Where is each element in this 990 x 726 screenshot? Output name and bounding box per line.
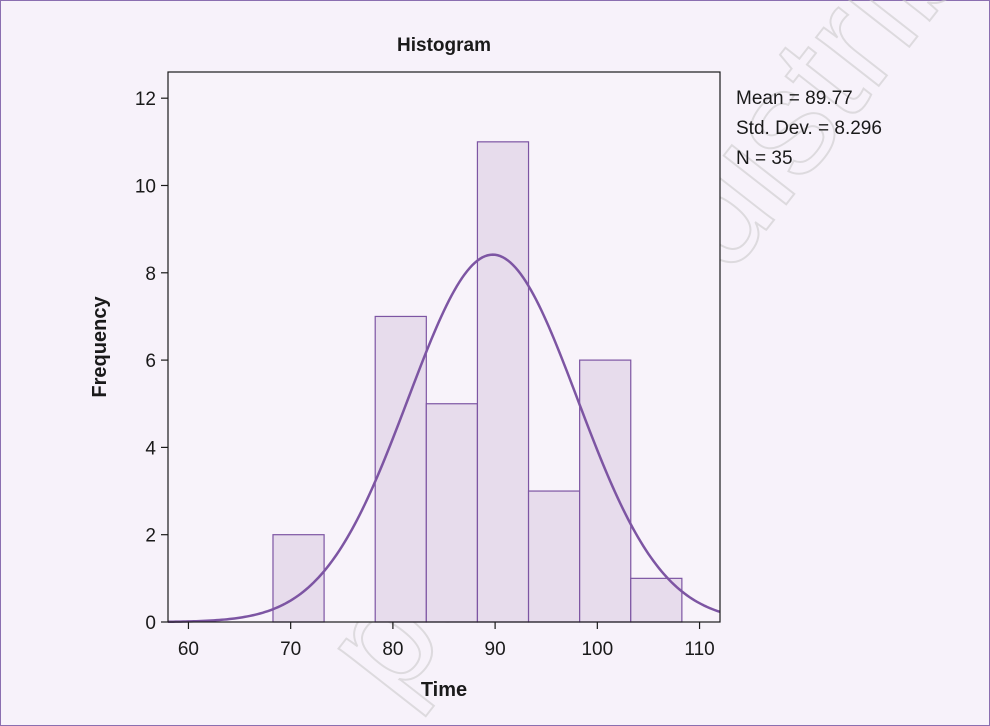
- plot-border: [167, 71, 721, 623]
- y-tick-label: 6: [145, 351, 156, 372]
- x-axis-title: Time: [421, 679, 467, 701]
- stat-std-dev: Std. Dev. = 8.296: [736, 118, 882, 139]
- x-tick-label: 60: [178, 639, 199, 660]
- x-tick-label: 90: [485, 639, 506, 660]
- y-tick-label: 4: [145, 438, 156, 459]
- stat-mean: Mean = 89.77: [736, 88, 853, 109]
- y-tick-label: 12: [135, 89, 156, 110]
- y-tick-label: 10: [135, 176, 156, 197]
- axes-group: 60 70 80 90 100 110 0 2 4 6 8 10 12: [135, 71, 721, 660]
- histogram-bar: [579, 359, 632, 623]
- x-tick-label: 110: [684, 639, 714, 660]
- histogram-bar: [425, 403, 479, 623]
- bars-group: [272, 141, 683, 623]
- stat-n: N = 35: [736, 148, 793, 169]
- histogram-bar: [374, 315, 427, 623]
- chart-title: Histogram: [397, 35, 491, 56]
- histogram-bar: [527, 490, 581, 623]
- y-tick-label: 2: [145, 526, 156, 547]
- x-tick-label: 80: [382, 639, 403, 660]
- x-tick-label: 70: [280, 639, 301, 660]
- histogram-bar: [272, 534, 325, 623]
- y-tick-label: 0: [145, 613, 156, 634]
- x-tick-label: 100: [581, 639, 613, 660]
- histogram-bar: [476, 141, 530, 623]
- normal-curve: [167, 253, 721, 624]
- y-tick-label: 8: [145, 264, 156, 285]
- y-axis-title: Frequency: [89, 296, 111, 398]
